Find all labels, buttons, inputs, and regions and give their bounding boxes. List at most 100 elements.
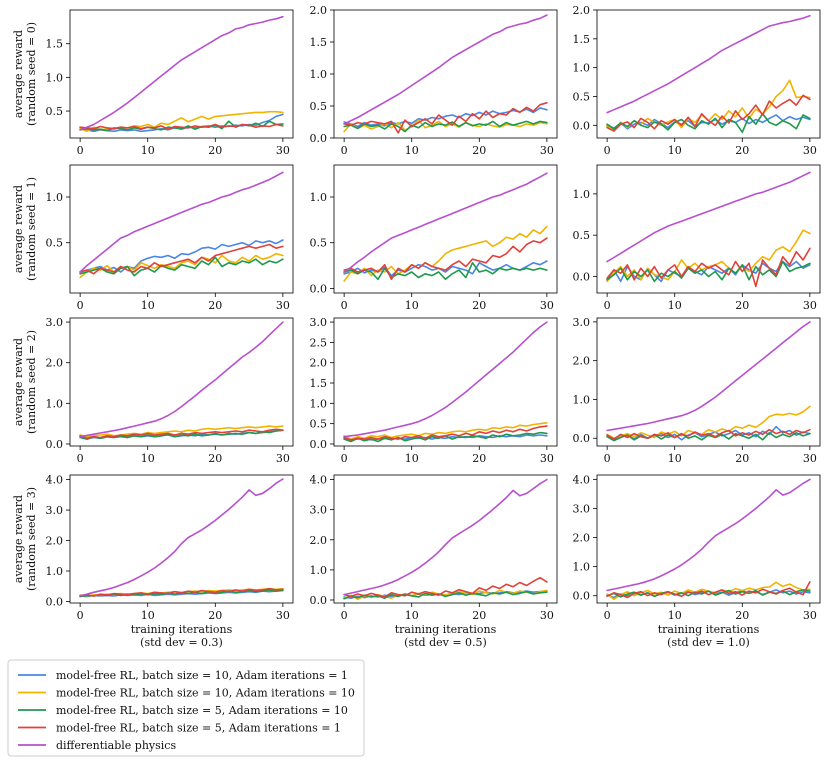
x-tick-label: 10 [405,299,419,312]
y-tick-label: 2.5 [310,336,328,349]
y-tick-label: 2.0 [46,535,64,548]
x-tick-label: 20 [735,452,749,465]
y-axis-subtitle: (random seed = 0) [25,22,38,126]
x-tick-label: 0 [604,452,611,465]
series-line-2 [343,120,548,133]
x-axis-subtitle: (std dev = 0.3) [140,636,223,649]
y-tick-label: 0.0 [573,590,591,603]
x-tick-label: 30 [803,144,817,157]
series-line-4 [606,15,811,114]
y-axis-subtitle: (random seed = 3) [25,487,38,591]
axes-frame [333,9,558,139]
series-line-0 [79,589,284,598]
series-line-4 [343,478,548,596]
series-line-2 [79,256,284,277]
series-line-0 [343,107,548,128]
axes-frame [69,317,294,447]
y-tick-label: 3.0 [46,504,64,517]
series-line-4 [79,478,284,597]
x-tick-label: 0 [77,299,84,312]
y-tick-label: 3.0 [46,316,64,329]
series-line-4 [343,172,548,273]
x-tick-label: 0 [77,452,84,465]
y-tick-label: 2.0 [310,357,328,370]
series-line-3 [343,425,548,441]
axes-frame [596,474,821,604]
legend-item: model-free RL, batch size = 5, Adam iter… [18,722,341,735]
axes-frame [333,317,558,447]
panel-r0-c0: 0 10 20 30 0.5 1.0 1.5 average reward (random se… [12,9,294,157]
series-line-1 [606,229,811,283]
series-line-4 [79,321,284,438]
x-tick-label: 30 [540,452,554,465]
y-tick-label: 0.0 [573,432,591,445]
series-line-3 [79,428,284,440]
panel-r2-c0: 0 10 20 30 0.0 1.0 2.0 3.0 average reward (random… [12,316,294,465]
series-line-3 [606,428,811,440]
series-line-3 [79,123,284,130]
x-tick-label: 10 [141,299,155,312]
x-tick-label: 0 [77,144,84,157]
series-line-1 [79,425,284,438]
x-tick-label: 20 [208,609,222,622]
x-tick-label: 20 [472,609,486,622]
series-line-3 [79,243,284,275]
panel-r2-c1: 0 10 20 30 0.0 0.5 1.0 1.5 2.0 2.5 3.0 [310,316,558,465]
y-tick-label: 0.5 [573,229,591,242]
x-tick-label: 20 [735,299,749,312]
x-tick-label: 0 [341,299,348,312]
series-line-1 [343,225,548,282]
series-line-4 [343,14,548,125]
y-tick-label: 3.0 [573,316,591,329]
y-tick-label: 1.5 [573,33,591,46]
y-tick-label: 1.0 [573,62,591,75]
series-line-3 [606,580,811,599]
y-tick-label: 0.5 [310,418,328,431]
y-tick-label: 2.0 [573,355,591,368]
axes-frame [596,164,821,294]
axes-frame [69,164,294,294]
x-tick-label: 10 [668,144,682,157]
y-axis-title: average reward [12,30,25,118]
legend: model-free RL, batch size = 10, Adam ite… [7,659,365,757]
series-line-0 [606,114,811,130]
y-axis-subtitle: (random seed = 2) [25,330,38,434]
y-tick-label: 0.0 [46,438,64,451]
y-tick-label: 3.0 [310,316,328,329]
series-line-0 [79,239,284,273]
legend-item: model-free RL, batch size = 5, Adam iter… [18,704,348,717]
x-tick-label: 30 [276,452,290,465]
x-tick-label: 20 [208,299,222,312]
x-tick-label: 10 [668,452,682,465]
y-tick-label: 3.0 [310,504,328,517]
x-tick-label: 30 [803,299,817,312]
y-axis-title: average reward [12,185,25,273]
x-axis-subtitle: (std dev = 0.5) [404,636,487,649]
x-tick-label: 10 [668,299,682,312]
x-tick-label: 20 [735,144,749,157]
series-line-2 [606,113,811,133]
y-tick-label: 2.0 [573,532,591,545]
series-line-4 [606,321,811,432]
legend-label: differentiable physics [56,739,176,752]
series-line-3 [79,587,284,597]
axes-frame [333,474,558,604]
series-line-4 [343,321,548,438]
legend-label: model-free RL, batch size = 10, Adam ite… [56,669,348,682]
series-line-4 [79,171,284,273]
y-tick-label: 2.0 [310,534,328,547]
y-tick-label: 0.0 [573,270,591,283]
legend-label: model-free RL, batch size = 5, Adam iter… [56,722,341,735]
y-tick-label: 1.0 [573,188,591,201]
x-tick-label: 30 [540,144,554,157]
y-tick-label: 1.5 [310,377,328,390]
x-axis-subtitle: (std dev = 1.0) [667,636,750,649]
x-tick-label: 0 [341,609,348,622]
x-tick-label: 0 [604,144,611,157]
x-tick-label: 30 [276,609,290,622]
x-tick-label: 20 [208,452,222,465]
y-tick-label: 1.0 [46,71,64,84]
x-tick-label: 0 [604,299,611,312]
x-tick-label: 20 [208,144,222,157]
y-tick-label: 0.0 [310,282,328,295]
